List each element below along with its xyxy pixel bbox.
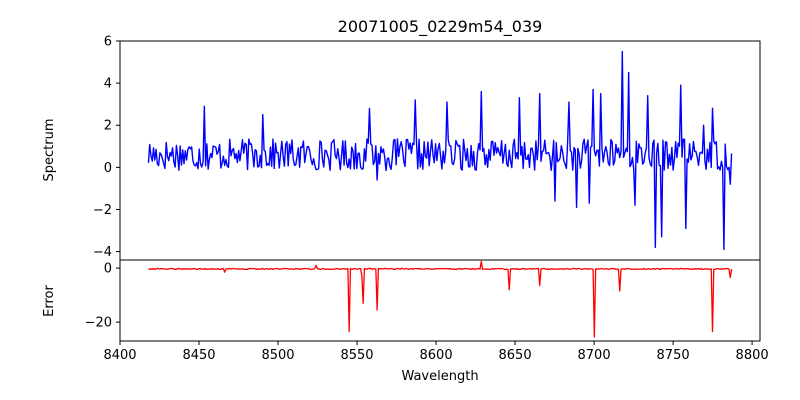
x-tick-label: 8800: [736, 348, 769, 363]
x-axis-title: Wavelength: [401, 369, 478, 384]
x-tick-label: 8400: [103, 348, 136, 363]
x-tick-label: 8650: [499, 348, 532, 363]
x-tick-label: 8500: [261, 348, 294, 363]
spectrum-y-tick-label: 4: [104, 77, 112, 92]
spectrum-series-line: [147, 50, 733, 251]
error-frame: [119, 259, 761, 342]
x-tick-label: 8450: [182, 348, 215, 363]
error-y-axis-title: Error: [42, 285, 57, 317]
spectrum-y-tick-label: −2: [93, 203, 112, 218]
chart-title: 20071005_0229m54_039: [338, 17, 543, 37]
spectrum-panel: −4 −2 0 2 4 6 Spectrum: [42, 35, 761, 261]
spectrum-y-tick-label: 2: [104, 119, 112, 134]
error-y-tick-label: −20: [85, 316, 112, 331]
error-series-line: [148, 260, 733, 338]
error-y-tick-label: 0: [104, 262, 112, 277]
spectrum-y-tick-label: −4: [93, 245, 112, 260]
x-tick-label: 8550: [340, 348, 373, 363]
error-panel: −20 0 8400 8450 8500 8550 8600 8650 8700 8750 880…: [42, 259, 769, 384]
x-tick-label: 8600: [420, 348, 453, 363]
spectrum-y-tick-label: 0: [104, 161, 112, 176]
error-plot-area: [120, 260, 760, 341]
spectrum-y-axis-title: Spectrum: [42, 119, 57, 182]
x-tick-label: 8750: [657, 348, 690, 363]
spectrum-y-tick-label: 6: [104, 35, 112, 50]
x-tick-label: 8700: [578, 348, 611, 363]
